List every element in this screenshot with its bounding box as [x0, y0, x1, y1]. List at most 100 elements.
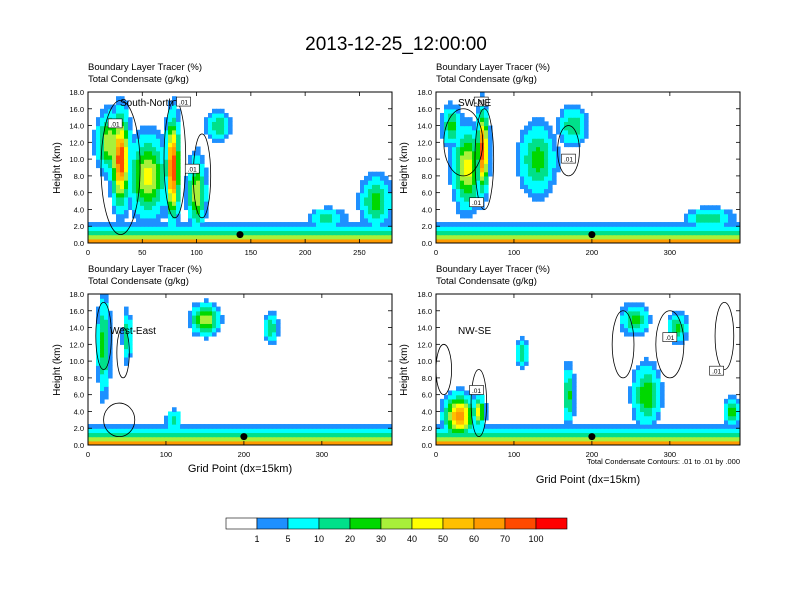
- field-cell: [212, 314, 217, 320]
- field-cell: [124, 129, 129, 135]
- field-cell: [584, 238, 589, 243]
- field-cell: [440, 112, 445, 118]
- field-cell: [552, 428, 557, 434]
- field-cell: [528, 133, 533, 139]
- field-cell: [144, 163, 149, 169]
- field-cell: [336, 436, 341, 442]
- field-cell: [528, 436, 533, 442]
- field-cell: [120, 104, 125, 110]
- field-cell: [260, 222, 265, 227]
- field-cell: [104, 298, 109, 303]
- field-cell: [728, 238, 733, 243]
- field-cell: [188, 319, 193, 324]
- field-cell: [652, 403, 657, 408]
- field-cell: [536, 175, 541, 181]
- field-cell: [672, 432, 677, 438]
- field-cell: [180, 432, 185, 438]
- field-cell: [148, 201, 153, 206]
- field-cell: [568, 415, 573, 421]
- field-cell: [116, 201, 121, 206]
- field-cell: [652, 377, 657, 383]
- field-cell: [528, 238, 533, 243]
- field-cell: [200, 302, 205, 308]
- colorbar-swatch: [287, 517, 320, 530]
- field-cell: [700, 230, 705, 236]
- field-cell: [576, 424, 581, 429]
- field-cell: [204, 196, 209, 202]
- field-cell: [132, 196, 137, 202]
- field-cell: [260, 424, 265, 429]
- field-cell: [172, 222, 177, 227]
- field-cell: [624, 310, 629, 316]
- field-cell: [560, 436, 565, 442]
- field-cell: [204, 121, 209, 127]
- field-cell: [576, 238, 581, 243]
- field-cell: [640, 234, 645, 240]
- field-cell: [640, 432, 645, 438]
- field-cell: [512, 222, 517, 227]
- y-tick-label: 16.0: [69, 307, 84, 316]
- field-cell: [264, 238, 269, 243]
- field-cell: [172, 180, 177, 185]
- field-cell: [196, 436, 201, 442]
- field-cell: [116, 129, 121, 135]
- field-cell: [520, 440, 525, 445]
- field-cell: [216, 440, 221, 445]
- field-cell: [308, 440, 313, 445]
- field-cell: [148, 234, 153, 240]
- field-cell: [204, 180, 209, 185]
- field-cell: [104, 377, 109, 383]
- field-cell: [516, 222, 521, 227]
- field-cell: [312, 428, 317, 434]
- contour-line: [443, 108, 484, 177]
- y-tick-label: 10.0: [69, 357, 84, 366]
- field-cell: [148, 217, 153, 223]
- field-cell: [556, 424, 561, 429]
- field-cell: [136, 238, 141, 243]
- x-tick-label: 300: [664, 248, 677, 257]
- field-cell: [448, 154, 453, 160]
- field-cell: [300, 230, 305, 236]
- field-cell: [520, 175, 525, 181]
- field-cell: [460, 146, 465, 152]
- field-cell: [320, 440, 325, 445]
- field-cell: [632, 398, 637, 404]
- field-cell: [468, 180, 473, 185]
- field-cell: [104, 428, 109, 434]
- field-cell: [456, 104, 461, 110]
- field-cell: [180, 424, 185, 429]
- field-cell: [360, 424, 365, 429]
- contour-label: .01: [665, 335, 674, 342]
- field-cell: [508, 440, 513, 445]
- field-cell: [100, 117, 105, 122]
- field-cell: [124, 133, 129, 139]
- field-cell: [380, 201, 385, 206]
- field-cell: [476, 167, 481, 173]
- field-cell: [116, 167, 121, 173]
- field-cell: [648, 365, 653, 371]
- field-cell: [484, 234, 489, 240]
- field-cell: [332, 432, 337, 438]
- field-cell: [368, 424, 373, 429]
- field-cell: [668, 222, 673, 227]
- field-cell: [272, 323, 277, 329]
- field-cell: [212, 117, 217, 122]
- field-cell: [676, 230, 681, 236]
- field-cell: [508, 428, 513, 434]
- field-cell: [676, 428, 681, 434]
- field-cell: [212, 238, 217, 243]
- field-cell: [164, 205, 169, 211]
- field-cell: [640, 428, 645, 434]
- field-cell: [576, 234, 581, 240]
- field-cell: [564, 230, 569, 236]
- field-cell: [608, 222, 613, 227]
- field-cell: [276, 428, 281, 434]
- field-cell: [732, 436, 737, 442]
- field-cell: [456, 108, 461, 114]
- field-cell: [732, 230, 737, 236]
- field-cell: [464, 138, 469, 143]
- field-cell: [468, 415, 473, 421]
- field-cell: [388, 230, 392, 236]
- field-cell: [520, 150, 525, 156]
